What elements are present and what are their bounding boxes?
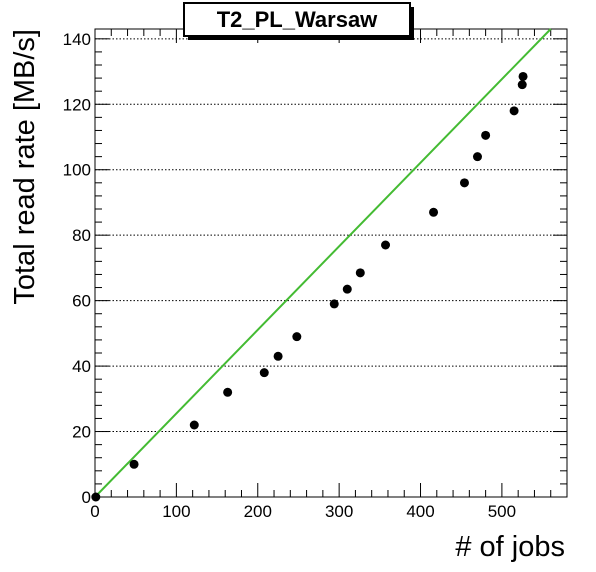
data-point	[517, 80, 527, 90]
x-tick-label: 500	[488, 502, 516, 521]
data-point	[481, 130, 491, 140]
x-axis-title: # of jobs	[455, 531, 565, 563]
x-tick-label: 200	[244, 502, 272, 521]
x-tick-label: 100	[162, 502, 190, 521]
data-point	[472, 152, 482, 162]
data-point	[129, 459, 139, 469]
axis-ticks	[94, 29, 568, 498]
chart-title: T2_PL_Warsaw	[217, 7, 378, 32]
data-point	[292, 332, 302, 342]
fit-line	[94, 28, 552, 498]
y-tick-label: 40	[72, 357, 91, 376]
y-tick-label: 60	[72, 292, 91, 311]
data-point	[189, 420, 199, 430]
y-tick-label: 20	[72, 423, 91, 442]
data-point	[429, 207, 439, 217]
y-tick-label: 80	[72, 226, 91, 245]
plot-frame	[94, 28, 568, 498]
data-point	[381, 240, 391, 250]
data-point	[509, 106, 519, 116]
data-point	[259, 368, 269, 378]
y-tick-label: 100	[63, 161, 91, 180]
data-point	[355, 268, 365, 278]
data-point	[91, 492, 101, 502]
x-tick-labels: 0 100 200 300 400 500	[90, 502, 516, 521]
data-point	[518, 71, 528, 81]
y-tick-labels: 0 20 40 60 80 100 120 140	[63, 30, 91, 507]
y-tick-label: 0	[82, 488, 91, 507]
y-tick-label: 140	[63, 30, 91, 49]
x-tick-label: 0	[90, 502, 99, 521]
data-point	[329, 299, 339, 309]
data-point	[459, 178, 469, 188]
y-tick-label: 120	[63, 95, 91, 114]
data-point	[223, 387, 233, 397]
data-points	[91, 71, 528, 502]
title-box	[183, 2, 411, 37]
data-point	[273, 351, 283, 361]
y-axis-title: Total read rate [MB/s]	[9, 29, 41, 305]
grid-lines	[95, 38, 567, 433]
data-point	[342, 284, 352, 294]
x-tick-label: 400	[406, 502, 434, 521]
x-tick-label: 300	[325, 502, 353, 521]
